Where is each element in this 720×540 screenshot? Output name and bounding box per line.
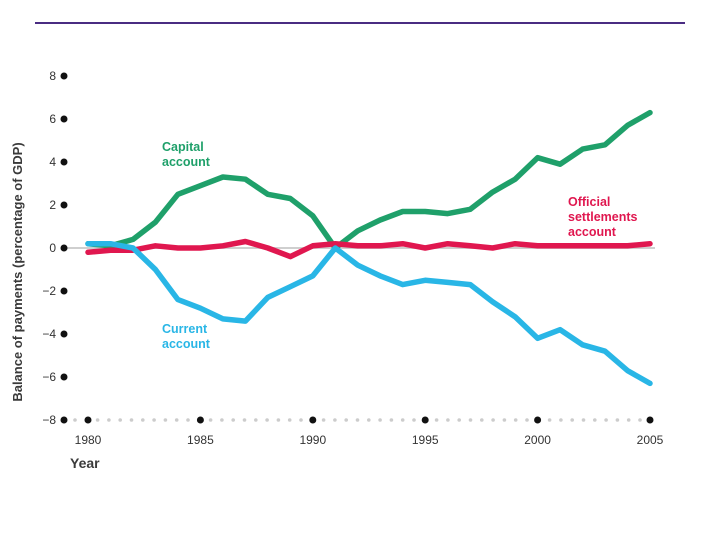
baseline-dot [208,418,213,422]
capital-account-line [85,109,653,251]
x-tick-label: 2000 [524,433,551,447]
y-tick-label: −2 [42,284,56,298]
x-tick-dot [421,416,429,424]
baseline-dot [220,418,224,422]
x-tick-dot [534,416,542,424]
y-tick-dot [60,330,68,338]
baseline-dot [321,418,326,422]
x-tick-dot [309,416,317,424]
x-tick-label: 1995 [412,433,439,447]
baseline-dot [593,418,597,422]
y-tick-dot [60,115,68,123]
baseline-dot [547,418,552,422]
x-axis-label: Year [70,455,100,471]
y-tick-label: 2 [49,198,56,212]
baseline-dot [355,418,360,422]
baseline-dot [412,418,416,422]
baseline-dot [107,418,111,422]
y-tick-dot [60,158,68,166]
x-tick-dot [196,416,204,424]
y-tick-dot [60,287,68,295]
baseline-dot [491,418,495,422]
y-tick-label: −4 [42,327,56,341]
x-tick-label: 1990 [299,433,326,447]
baseline-dot [265,418,269,422]
baseline-dot [276,418,281,422]
header-rule [35,22,685,24]
y-tick-dot [60,72,68,80]
y-tick-dot [60,373,68,381]
baseline-dot [152,418,156,422]
x-tick-label: 1980 [75,433,102,447]
x-tick-label: 1985 [187,433,214,447]
official-settlements-account-label: Official settlements account [568,195,638,239]
baseline-dot [118,418,122,422]
baseline-dot [468,418,473,422]
official-settlements-account-line [85,238,653,260]
y-tick-label: 4 [49,155,56,169]
baseline-dot [525,418,529,422]
baseline-dot [626,418,631,422]
current-account-line [85,240,653,387]
baseline-dot [95,418,100,422]
x-tick-dot [646,416,654,424]
baseline-dot [638,418,642,422]
baseline-dot [400,418,405,422]
y-tick-label: −6 [42,370,56,384]
baseline-dot [163,418,168,422]
baseline-dot [378,418,382,422]
baseline-dot [367,418,371,422]
y-tick-label: 0 [49,241,56,255]
baseline-dot [186,418,190,422]
baseline-dot [73,418,77,422]
baseline-dot [129,418,134,422]
baseline-dot [242,418,247,422]
baseline-dot [559,418,563,422]
baseline-dot [446,418,450,422]
baseline-dot [389,418,394,422]
x-tick-dot [84,416,92,424]
y-tick-label: 6 [49,112,56,126]
x-tick-label: 2005 [637,433,664,447]
baseline-dot [141,418,145,422]
baseline-dot [231,418,235,422]
y-axis-label: Balance of payments (percentage of GDP) [10,142,25,401]
y-tick-dot [60,416,68,424]
capital-account-label: Capital account [162,140,211,169]
baseline-dot [174,418,179,422]
baseline-dot [513,418,518,422]
baseline-dot [581,418,586,422]
baseline-dot [299,418,303,422]
y-tick-dot [60,201,68,209]
baseline-dot [502,418,507,422]
baseline-dot [254,418,258,422]
baseline-dot [434,418,439,422]
baseline-dot [344,418,349,422]
current-account-label: Current account [162,322,211,351]
baseline-dot [480,418,484,422]
y-tick-label: 8 [49,69,56,83]
y-tick-label: −8 [42,413,56,427]
baseline-dot [570,418,574,422]
baseline-dot [333,418,337,422]
y-tick-dot [60,244,68,252]
baseline-dot [604,418,608,422]
baseline-dot [457,418,462,422]
baseline-dot [287,418,292,422]
baseline-dot [615,418,620,422]
